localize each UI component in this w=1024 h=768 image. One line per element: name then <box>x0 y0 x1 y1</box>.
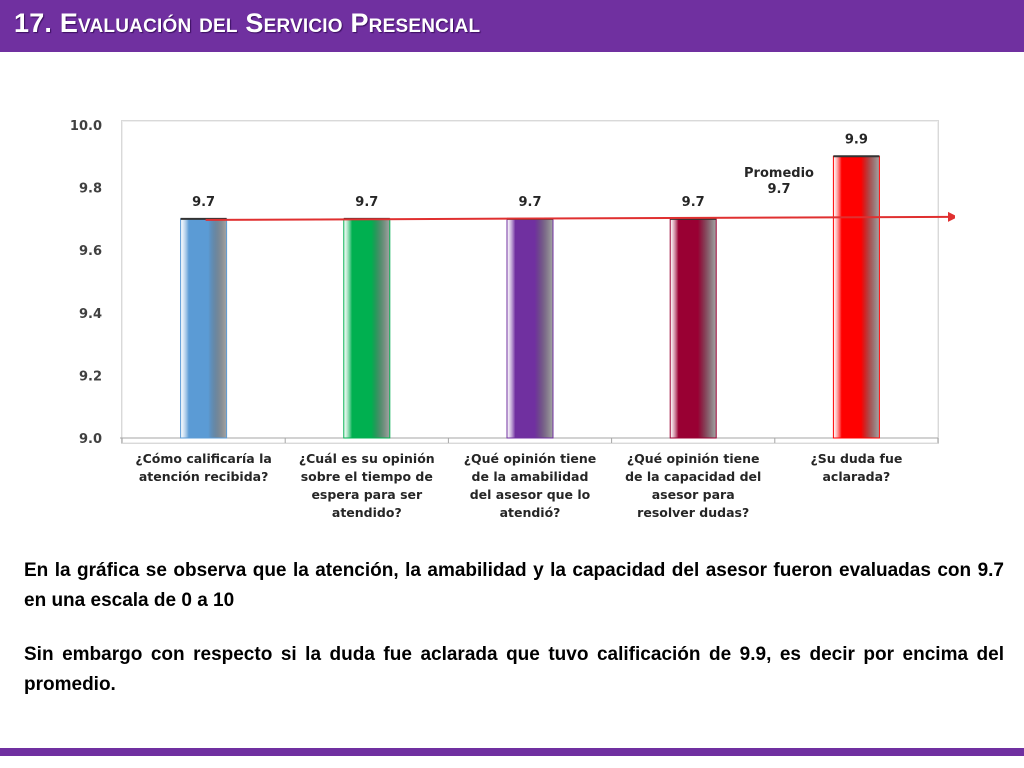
bar <box>343 218 391 439</box>
plot-area <box>121 120 939 444</box>
y-tick-label: 9.2 <box>79 369 102 384</box>
bar <box>832 155 880 439</box>
slide-title: 17. Evaluación del Servicio Presencial <box>14 8 481 38</box>
category-label: ¿Qué opinión tiene de la amabilidad del as… <box>464 451 597 520</box>
category-label: ¿Su duda fue aclarada? <box>810 451 902 484</box>
bottom-bar <box>0 748 1024 756</box>
y-tick-label: 9.0 <box>79 432 102 447</box>
category-label-line: resolver dudas? <box>637 505 749 520</box>
category-label-line: espera para ser <box>311 487 423 502</box>
average-line <box>205 215 953 221</box>
average-label: Promedio 9.7 <box>744 166 814 197</box>
category-label: ¿Qué opinión tiene de la capacidad del ase… <box>625 451 761 520</box>
category-label-line: atendido? <box>332 505 402 520</box>
y-tick-label: 10.0 <box>70 119 102 134</box>
bar <box>506 218 554 439</box>
y-tick-label: 9.6 <box>79 244 102 259</box>
average-arrowhead <box>948 211 955 222</box>
summary-paragraph-1: En la gráfica se observa que la atención… <box>24 560 1004 611</box>
category-label: ¿Cuál es su opinión sobre el tiempo de esp… <box>299 451 435 520</box>
summary-paragraph-2: Sin embargo con respecto si la duda fue … <box>24 644 1004 695</box>
bar <box>180 218 228 439</box>
category-label-line: aclarada? <box>822 469 890 484</box>
category-label-line: asesor para <box>652 487 735 502</box>
data-label: 9.7 <box>518 195 541 210</box>
category-label-line: atención recibida? <box>139 469 269 484</box>
category-label-line: ¿Su duda fue <box>810 451 902 466</box>
category-label-line: de la capacidad del <box>625 469 761 484</box>
summary-text: En la gráfica se observa que la atención… <box>24 556 1004 724</box>
bar <box>669 218 717 439</box>
data-label: 9.7 <box>682 195 705 210</box>
category-label-line: atendió? <box>500 505 561 520</box>
data-label: 9.7 <box>192 195 215 210</box>
y-tick-label: 9.4 <box>79 307 102 322</box>
category-label-line: ¿Cómo calificaría la <box>135 451 271 466</box>
category-label: ¿Cómo calificaría la atención recibida? <box>135 451 271 484</box>
category-label-line: sobre el tiempo de <box>301 469 433 484</box>
category-label-line: ¿Qué opinión tiene <box>464 451 597 466</box>
category-label-line: ¿Qué opinión tiene <box>627 451 760 466</box>
y-tick-label: 9.8 <box>79 182 102 197</box>
chart-svg: 9.0 9.2 9.4 9.6 9.8 10.0 9.7 9.7 9.7 9.7 9.9 Promed… <box>70 119 955 520</box>
data-label: 9.9 <box>845 132 868 147</box>
category-label-line: ¿Cuál es su opinión <box>299 451 435 466</box>
title-bar: 17. Evaluación del Servicio Presencial <box>0 0 1024 52</box>
category-label-line: del asesor que lo <box>470 487 591 502</box>
data-label: 9.7 <box>355 195 378 210</box>
category-label-line: de la amabilidad <box>472 469 589 484</box>
average-label-line: Promedio <box>744 166 814 181</box>
bar-chart: 9.0 9.2 9.4 9.6 9.8 10.0 9.7 9.7 9.7 9.7 9.9 Promed… <box>55 108 955 528</box>
average-label-line: 9.7 <box>767 182 790 197</box>
